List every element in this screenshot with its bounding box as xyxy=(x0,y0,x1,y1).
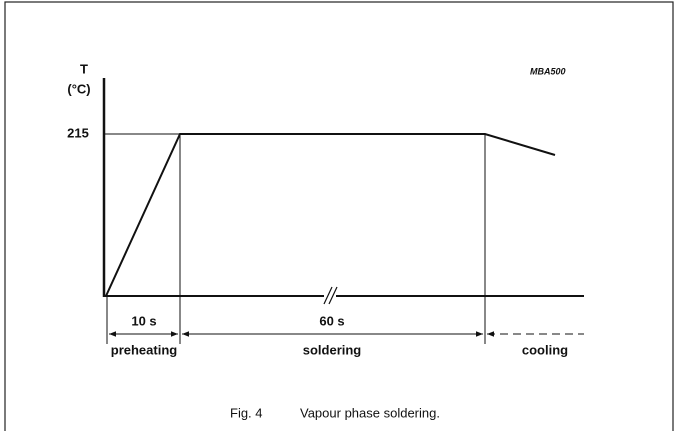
axis-unit: (°C) xyxy=(67,81,90,96)
duration-label: 60 s xyxy=(319,313,344,328)
caption-text: Vapour phase soldering. xyxy=(300,405,440,420)
axis-break-gap xyxy=(324,287,336,305)
axes xyxy=(102,78,584,344)
caption-number: Fig. 4 xyxy=(230,405,263,420)
temperature-profile xyxy=(105,133,556,297)
duration-label: 10 s xyxy=(131,313,156,328)
axis-label: T xyxy=(80,61,88,76)
level-label: 215 xyxy=(67,125,89,140)
figure-code: MBA500 xyxy=(530,66,566,76)
frame xyxy=(4,1,674,431)
axis-break xyxy=(323,286,338,305)
phase-label: soldering xyxy=(303,342,362,357)
phase-label: cooling xyxy=(522,342,568,357)
phase-label: preheating xyxy=(111,342,178,357)
